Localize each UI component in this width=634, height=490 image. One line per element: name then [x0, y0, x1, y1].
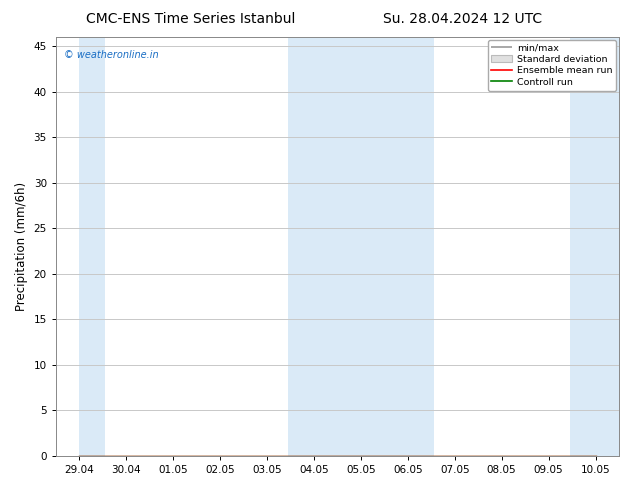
Bar — [288, 37, 434, 456]
Legend: min/max, Standard deviation, Ensemble mean run, Controll run: min/max, Standard deviation, Ensemble me… — [488, 40, 616, 91]
Bar — [570, 37, 619, 456]
Text: Su. 28.04.2024 12 UTC: Su. 28.04.2024 12 UTC — [384, 12, 542, 26]
Text: CMC-ENS Time Series Istanbul: CMC-ENS Time Series Istanbul — [86, 12, 295, 26]
Text: © weatheronline.in: © weatheronline.in — [64, 49, 159, 60]
Y-axis label: Precipitation (mm/6h): Precipitation (mm/6h) — [15, 182, 28, 311]
Bar — [79, 37, 105, 456]
